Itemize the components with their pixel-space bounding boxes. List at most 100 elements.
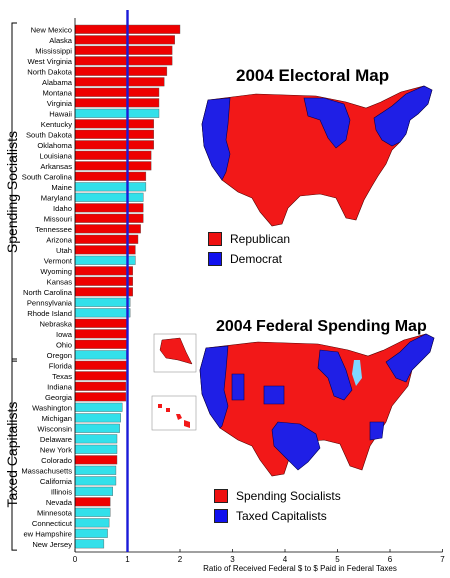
category-label: California xyxy=(40,477,73,486)
bar-oregon xyxy=(74,350,127,360)
category-label: Vermont xyxy=(44,256,73,265)
bar-kentucky xyxy=(74,119,154,129)
group-bracket xyxy=(11,22,17,362)
bar-arkansas xyxy=(74,161,152,171)
category-label: Rhode Island xyxy=(27,309,72,318)
spending-socialists-swatch xyxy=(214,489,228,503)
bar-delaware xyxy=(74,434,118,444)
spending-map xyxy=(148,330,444,480)
taxed-capitalists-swatch xyxy=(214,509,228,523)
electoral-legend: Republican Democrat xyxy=(208,229,290,269)
blue-northeast xyxy=(385,333,435,383)
bar-massachusetts xyxy=(74,465,117,475)
bar-indiana xyxy=(74,381,127,391)
bar-new-york xyxy=(74,444,118,454)
x-tick-label: 6 xyxy=(388,555,393,564)
category-label: Mississippi xyxy=(35,46,72,55)
category-label: Hawaii xyxy=(49,109,72,118)
category-label: Louisiana xyxy=(39,151,72,160)
bar-michigan xyxy=(74,413,121,423)
category-label: Pennsylvania xyxy=(27,298,73,307)
bar-missouri xyxy=(74,213,144,223)
category-label: Massachusetts xyxy=(21,466,72,475)
category-label: Nevada xyxy=(46,498,73,507)
legend-label: Democrat xyxy=(230,252,283,266)
category-label: Maryland xyxy=(41,193,72,202)
bar-illinois xyxy=(74,486,113,496)
category-label: Delaware xyxy=(40,435,72,444)
category-label: Missouri xyxy=(44,214,73,223)
category-label: New Mexico xyxy=(31,25,72,34)
dem-northeast xyxy=(373,85,433,147)
x-tick-label: 5 xyxy=(335,555,340,564)
great-lakes xyxy=(352,360,362,386)
bar-wisconsin xyxy=(74,423,120,433)
category-label: Montana xyxy=(42,88,72,97)
bar-alaska xyxy=(74,35,175,45)
bar-minnesota xyxy=(74,507,111,517)
category-label: Tennessee xyxy=(35,225,72,234)
bar-maryland xyxy=(74,192,144,202)
bar-north-dakota xyxy=(74,66,168,76)
bar-alabama xyxy=(74,77,165,87)
bar-virginia xyxy=(74,98,160,108)
category-label: North Carolina xyxy=(23,288,73,297)
bar-maine xyxy=(74,182,147,192)
democrat-swatch xyxy=(208,252,222,266)
category-label: ew Hampshire xyxy=(23,529,72,538)
blue-texas xyxy=(271,421,321,471)
x-tick-label: 4 xyxy=(283,555,288,564)
legend-label: Republican xyxy=(230,232,291,246)
hawaii-inset xyxy=(158,404,190,428)
category-label: Wyoming xyxy=(40,267,72,276)
bar-california xyxy=(74,476,117,486)
blue-west-coast xyxy=(199,345,229,429)
bar-tennessee xyxy=(74,224,141,234)
bar-north-carolina xyxy=(74,287,133,297)
group-brackets: Spending Socialists Taxed Capitalists xyxy=(4,22,20,551)
x-tick-label: 3 xyxy=(230,555,235,564)
category-label: Arizona xyxy=(46,235,73,244)
category-label: West Virginia xyxy=(28,57,73,66)
category-label: Utah xyxy=(56,246,72,255)
alaska-inset xyxy=(159,337,193,365)
dem-west-coast xyxy=(201,97,231,181)
category-label: Connecticut xyxy=(32,519,73,528)
x-axis-label: Ratio of Received Federal $ to $ Paid in… xyxy=(203,564,397,573)
x-tick-label: 0 xyxy=(73,555,78,564)
category-label: Wisconsin xyxy=(37,424,72,433)
bar-georgia xyxy=(74,392,127,402)
legend-item-taxed-capitalists: Taxed Capitalists xyxy=(214,506,341,526)
category-label: Colorado xyxy=(41,456,72,465)
bar-colorado xyxy=(74,455,118,465)
category-label: Minnesota xyxy=(37,508,73,517)
category-label: Oregon xyxy=(47,351,72,360)
bar-texas xyxy=(74,371,127,381)
bar-kansas xyxy=(74,276,133,286)
blue-georgia xyxy=(369,421,385,441)
bar-louisiana xyxy=(74,150,152,160)
spending-legend: Spending Socialists Taxed Capitalists xyxy=(214,486,341,526)
bar-connecticut xyxy=(74,518,110,528)
electoral-map-title: 2004 Electoral Map xyxy=(236,66,390,85)
x-tick-label: 7 xyxy=(440,555,445,564)
legend-label: Taxed Capitalists xyxy=(236,509,327,523)
category-label: South Dakota xyxy=(26,130,73,139)
bar-florida xyxy=(74,360,127,370)
bar-oklahoma xyxy=(74,140,154,150)
bar-iowa xyxy=(74,329,128,339)
bar-nevada xyxy=(74,497,111,507)
category-label: Idaho xyxy=(53,204,72,213)
bar-south-dakota xyxy=(74,129,154,139)
bar-montana xyxy=(74,87,160,97)
category-label: Illinois xyxy=(51,487,72,496)
us-outline-spending xyxy=(199,333,435,477)
bar-west-virginia xyxy=(74,56,173,66)
category-label: New York xyxy=(40,445,72,454)
bar-pennsylvania xyxy=(74,297,131,307)
category-label: Oklahoma xyxy=(37,141,72,150)
legend-item-republican: Republican xyxy=(208,229,290,249)
category-label: Michigan xyxy=(42,414,72,423)
group-label-taxed-capitalists: Taxed Capitalists xyxy=(4,402,20,508)
